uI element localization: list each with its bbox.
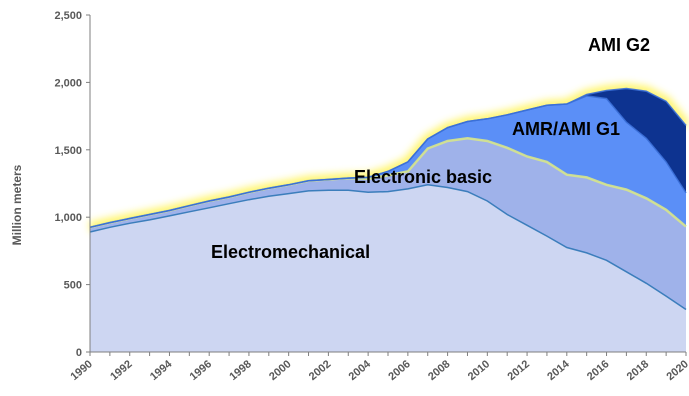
y-tick-label: 0 — [76, 347, 82, 359]
x-tick-label: 2004 — [347, 358, 374, 383]
x-tick-label: 2002 — [307, 358, 333, 383]
x-tick-label: 1990 — [68, 358, 94, 383]
line-ami-g2 — [89, 87, 687, 229]
area-electronic-basic — [90, 138, 686, 310]
series-areas — [90, 88, 686, 352]
x-tick-label: 1998 — [227, 358, 253, 383]
label-electromechanical: Electromechanical — [211, 242, 370, 262]
y-tick-label: 1,500 — [54, 145, 82, 157]
x-ticks: 1990 1992 1994 1996 1998 2000 2002 2004 2006 2008… — [68, 352, 689, 383]
series-lines — [89, 87, 687, 311]
area-electromechanical — [90, 184, 686, 352]
label-electronic-basic: Electronic basic — [354, 167, 492, 187]
label-ami-g2: AMI G2 — [588, 35, 650, 55]
x-tick-label: 2010 — [466, 358, 492, 383]
y-axis-title: Million meters — [10, 164, 24, 245]
y-tick-label: 2,500 — [54, 10, 82, 22]
x-tick-label: 2016 — [585, 358, 611, 383]
y-tick-label: 1,000 — [54, 212, 82, 224]
y-tick-label: 2,000 — [54, 77, 82, 89]
x-tick-label: 1996 — [188, 358, 214, 383]
x-tick-label: 1992 — [108, 358, 134, 383]
line-electromechanical — [89, 184, 687, 311]
x-tick-label: 2000 — [267, 358, 293, 383]
x-tick-label: 2020 — [664, 358, 689, 383]
x-tick-label: 1994 — [148, 358, 175, 383]
x-tick-label: 2018 — [625, 358, 651, 383]
x-tick-label: 2012 — [506, 358, 532, 383]
y-tick-label: 500 — [64, 280, 82, 292]
label-amr-ami-g1: AMR/AMI G1 — [512, 119, 620, 139]
x-tick-label: 2014 — [545, 358, 572, 383]
area-ami-g2 — [90, 88, 686, 228]
y-ticks: 0 500 1,000 1,500 2,000 2,500 — [54, 10, 90, 359]
x-tick-label: 2008 — [426, 358, 452, 383]
x-tick-label: 2006 — [386, 358, 412, 383]
area-amr-ami-g1 — [90, 95, 686, 228]
